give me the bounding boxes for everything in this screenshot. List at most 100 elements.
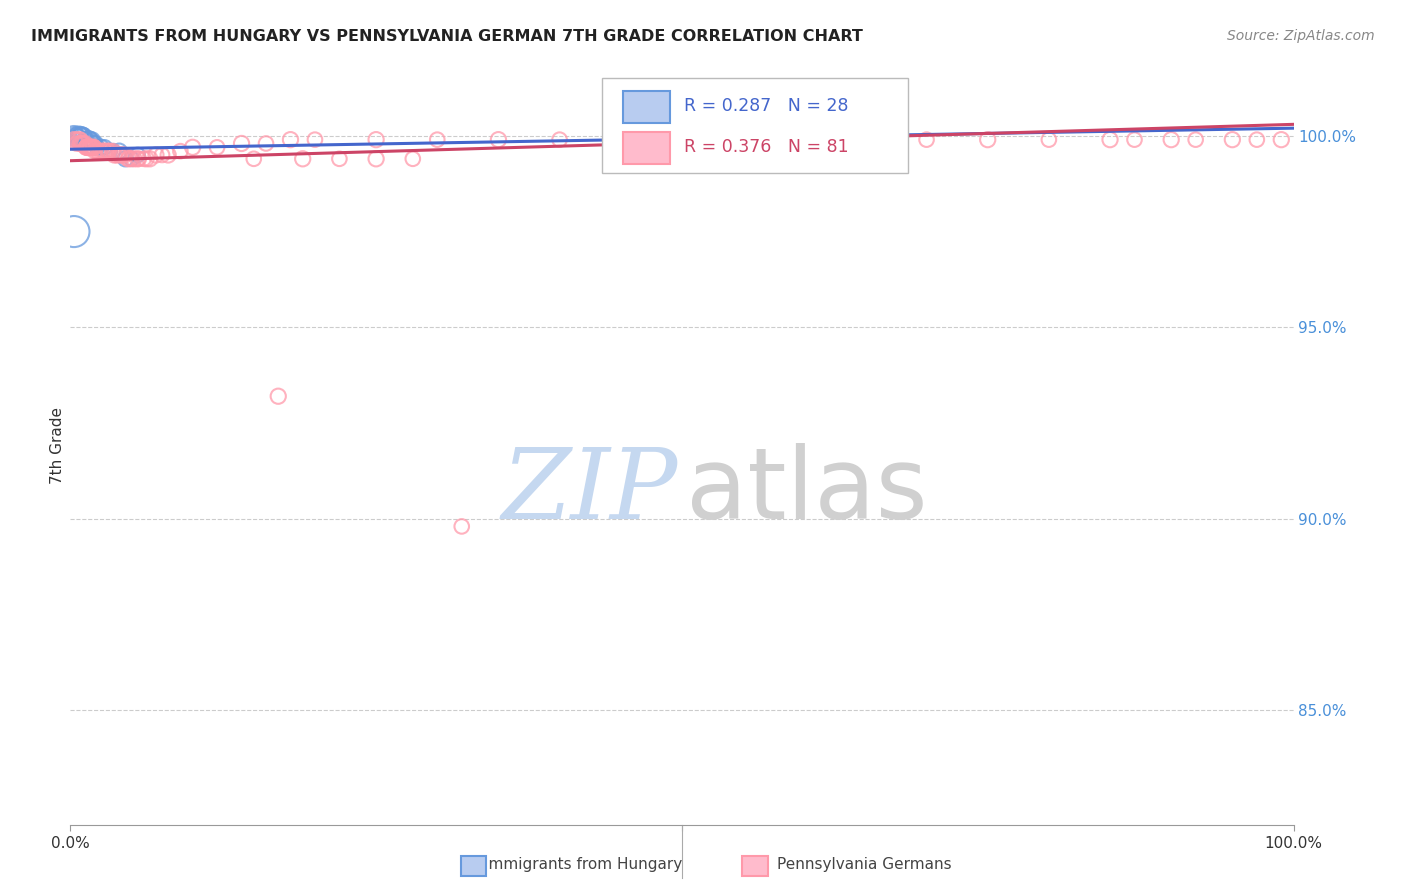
Point	[1099, 133, 1122, 147]
Point	[77, 133, 100, 147]
Point	[90, 140, 112, 154]
Point	[488, 133, 510, 147]
Point	[91, 144, 114, 158]
Point	[1246, 133, 1268, 147]
Point	[65, 133, 87, 147]
Point	[610, 133, 633, 147]
FancyBboxPatch shape	[602, 78, 908, 173]
Point	[128, 152, 150, 166]
Text: Pennsylvania Germans: Pennsylvania Germans	[778, 857, 952, 872]
Point	[1038, 133, 1060, 147]
Point	[93, 144, 115, 158]
Point	[69, 128, 91, 143]
Point	[1270, 133, 1292, 147]
Point	[108, 148, 131, 162]
Point	[1160, 133, 1182, 147]
Point	[83, 136, 105, 151]
Point	[548, 133, 571, 147]
Point	[280, 133, 302, 147]
Point	[426, 133, 449, 147]
Point	[117, 152, 139, 166]
Point	[328, 152, 350, 166]
Point	[127, 148, 149, 162]
Point	[121, 152, 143, 166]
Point	[111, 148, 134, 162]
Point	[69, 133, 91, 147]
Point	[976, 133, 998, 147]
Point	[73, 136, 96, 151]
Point	[243, 152, 266, 166]
Point	[671, 133, 693, 147]
Point	[132, 152, 155, 166]
Point	[75, 140, 97, 154]
Text: IMMIGRANTS FROM HUNGARY VS PENNSYLVANIA GERMAN 7TH GRADE CORRELATION CHART: IMMIGRANTS FROM HUNGARY VS PENNSYLVANIA …	[31, 29, 863, 44]
Point	[101, 144, 124, 158]
Point	[87, 144, 110, 158]
Point	[75, 133, 97, 147]
Point	[82, 133, 104, 147]
Text: R = 0.287   N = 28: R = 0.287 N = 28	[685, 97, 849, 115]
Point	[111, 148, 134, 162]
Point	[733, 133, 755, 147]
Point	[145, 148, 167, 162]
Point	[450, 519, 472, 533]
Point	[402, 152, 425, 166]
Point	[72, 136, 94, 151]
Y-axis label: 7th Grade: 7th Grade	[49, 408, 65, 484]
Point	[111, 148, 134, 162]
Point	[150, 148, 173, 162]
Point	[79, 140, 101, 154]
Point	[77, 140, 100, 154]
Point	[139, 152, 162, 166]
Point	[793, 133, 815, 147]
Point	[67, 133, 90, 147]
Point	[86, 140, 108, 154]
Point	[254, 136, 277, 151]
Point	[366, 133, 388, 147]
Point	[65, 136, 87, 151]
Point	[231, 136, 253, 151]
Point	[97, 144, 120, 158]
Point	[75, 140, 97, 154]
Point	[65, 128, 87, 143]
Point	[291, 152, 314, 166]
Point	[70, 128, 93, 143]
Point	[76, 133, 98, 147]
Point	[63, 128, 86, 143]
Point	[98, 144, 121, 158]
Point	[72, 128, 94, 143]
Text: Immigrants from Hungary: Immigrants from Hungary	[484, 857, 683, 872]
Point	[114, 152, 136, 166]
Point	[83, 144, 105, 158]
Point	[73, 136, 96, 151]
Point	[86, 144, 108, 158]
Point	[304, 133, 326, 147]
Point	[72, 136, 94, 151]
Point	[108, 148, 131, 162]
Point	[82, 140, 104, 154]
Bar	[623, 132, 669, 164]
Point	[66, 128, 89, 143]
Point	[127, 152, 149, 166]
Point	[1123, 133, 1146, 147]
Text: R = 0.376   N = 81: R = 0.376 N = 81	[685, 138, 849, 156]
Point	[108, 144, 131, 158]
Point	[67, 128, 90, 143]
Point	[63, 225, 86, 239]
Point	[114, 148, 136, 162]
Point	[855, 133, 877, 147]
Point	[118, 152, 141, 166]
Point	[103, 148, 125, 162]
Point	[157, 148, 180, 162]
Point	[122, 152, 145, 166]
Point	[1220, 133, 1243, 147]
Point	[915, 133, 938, 147]
Bar	[623, 91, 669, 123]
Point	[83, 140, 105, 154]
Point	[181, 140, 204, 154]
Point	[121, 152, 143, 166]
Point	[101, 144, 124, 158]
Point	[366, 152, 388, 166]
Text: Source: ZipAtlas.com: Source: ZipAtlas.com	[1227, 29, 1375, 43]
Point	[90, 144, 112, 158]
